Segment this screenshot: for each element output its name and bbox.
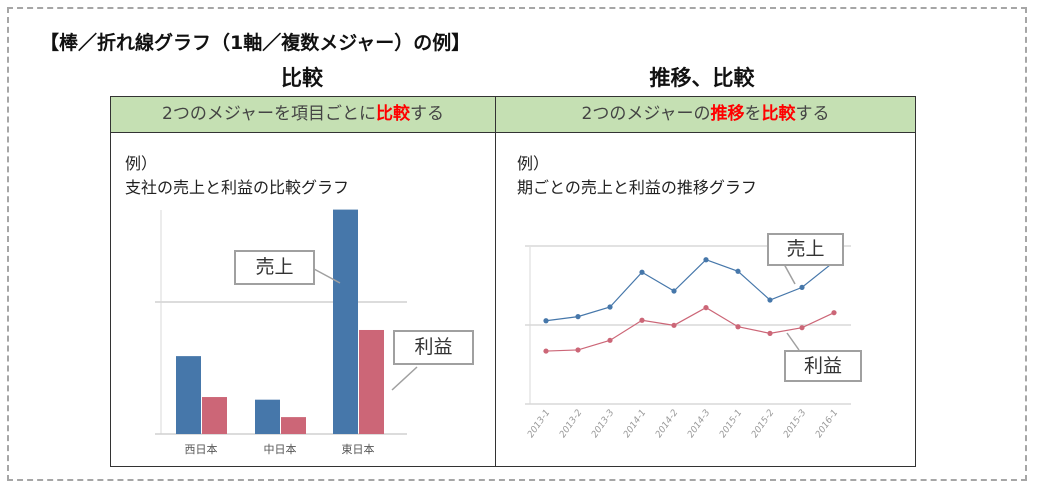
- callout-leader: [313, 268, 341, 284]
- callout-leader: [783, 263, 796, 285]
- bar-x-tick-label: 東日本: [342, 442, 375, 456]
- right-description: 例） 期ごとの売上と利益の推移グラフ: [517, 152, 757, 200]
- comparison-table: 2つのメジャーを項目ごとに比較する 2つのメジャーの推移を比較する 例） 支社の…: [110, 96, 916, 467]
- line-x-tick-label: 2016-1: [814, 408, 840, 440]
- line-point-profit: [799, 325, 805, 331]
- line-x-tick-label: 2014-3: [686, 408, 713, 440]
- callout-leader: [786, 332, 800, 351]
- line-callout-sales: 売上: [767, 233, 844, 266]
- header-text: する: [795, 104, 830, 124]
- line-point-profit: [543, 348, 549, 354]
- left-header: 2つのメジャーを項目ごとに比較する: [111, 97, 495, 133]
- header-text: を: [744, 104, 762, 124]
- column-divider: [495, 97, 496, 466]
- line-x-tick-label: 2015-1: [718, 408, 744, 440]
- line-point-profit: [639, 317, 645, 323]
- bar-profit: [359, 329, 384, 434]
- bar-x-tick-label: 中日本: [264, 442, 297, 456]
- line-x-tick-label: 2014-1: [622, 408, 648, 440]
- example-title: 支社の売上と利益の比較グラフ: [125, 178, 350, 197]
- bar-callout-profit: 利益: [393, 330, 474, 365]
- line-point-profit: [703, 305, 709, 311]
- line-point-sales: [767, 297, 773, 303]
- line-point-sales: [799, 284, 805, 290]
- line-x-tick-label: 2013-1: [526, 408, 552, 440]
- bar-profit: [281, 417, 306, 434]
- line-point-sales: [735, 268, 741, 274]
- highlight-text: 比較: [375, 104, 410, 124]
- line-point-sales: [703, 257, 709, 263]
- bar-sales: [255, 399, 280, 434]
- line-x-tick-label: 2013-2: [558, 408, 585, 440]
- line-point-profit: [735, 324, 741, 330]
- line-x-tick-label: 2015-2: [750, 408, 777, 440]
- header-text: 2つのメジャーを項目ごとに: [162, 104, 376, 124]
- example-label: 例）: [125, 154, 158, 173]
- bar-callout-sales: 売上: [234, 250, 315, 285]
- dashed-frame: [7, 7, 1027, 481]
- callout-leader: [391, 366, 418, 391]
- left-description: 例） 支社の売上と利益の比較グラフ: [125, 152, 349, 200]
- highlight-text: 比較: [761, 104, 796, 124]
- right-header: 2つのメジャーの推移を比較する: [496, 97, 915, 133]
- line-point-profit: [767, 330, 773, 336]
- line-point-profit: [575, 347, 581, 353]
- example-title: 期ごとの売上と利益の推移グラフ: [517, 178, 757, 197]
- bar-profit: [202, 397, 227, 434]
- line-x-tick-label: 2014-2: [654, 408, 681, 440]
- page-title: 【棒／折れ線グラフ（1軸／複数メジャー）の例】: [40, 32, 471, 54]
- line-point-sales: [639, 269, 645, 275]
- right-heading: 推移、比較: [649, 66, 755, 90]
- highlight-text: 推移: [710, 104, 745, 124]
- bar-x-tick-label: 西日本: [185, 442, 218, 456]
- left-heading: 比較: [281, 66, 323, 90]
- bar-sales: [333, 209, 358, 434]
- line-x-tick-label: 2015-3: [782, 408, 809, 440]
- line-point-sales: [543, 318, 549, 324]
- header-text: 2つのメジャーの: [581, 104, 711, 124]
- line-point-sales: [607, 304, 613, 310]
- bar-sales: [176, 356, 201, 434]
- line-series-sales: [545, 259, 835, 322]
- header-text: する: [409, 104, 444, 124]
- line-point-sales: [575, 314, 581, 320]
- line-point-sales: [671, 288, 677, 294]
- line-point-profit: [671, 322, 677, 328]
- line-point-profit: [607, 337, 613, 343]
- line-point-profit: [831, 310, 837, 316]
- example-label: 例）: [517, 154, 550, 173]
- line-series-profit: [545, 306, 835, 352]
- line-x-tick-label: 2013-3: [590, 408, 617, 440]
- line-callout-profit: 利益: [784, 350, 862, 382]
